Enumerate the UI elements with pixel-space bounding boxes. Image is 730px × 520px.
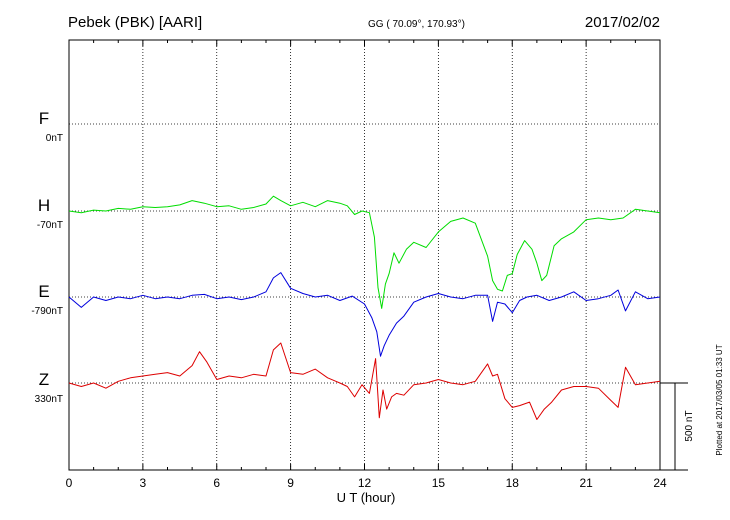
- series-lines: [68, 195, 661, 420]
- x-axis-ticks: 0 3 6 9 12 15 18 21 24: [66, 40, 667, 490]
- x-axis-title: U T (hour): [337, 490, 396, 505]
- x-tick-label-21: 21: [579, 476, 593, 490]
- channel-offset-z: 330nT: [35, 394, 63, 405]
- x-tick-label-6: 6: [213, 476, 220, 490]
- channel-label-z: Z: [39, 370, 49, 389]
- series-line-h: [68, 195, 661, 309]
- x-tick-label-0: 0: [66, 476, 73, 490]
- date-label: 2017/02/02: [585, 14, 660, 31]
- x-tick-label-12: 12: [358, 476, 372, 490]
- channel-offset-f: 0nT: [46, 133, 63, 144]
- geo-coordinates: GG ( 70.09°, 170.93°): [368, 19, 465, 30]
- channel-label-e: E: [38, 282, 49, 301]
- station-title: Pebek (PBK) [AARI]: [68, 14, 202, 31]
- plotted-timestamp: Plotted at 2017/03/05 01:33 UT: [715, 344, 724, 455]
- channel-label-f: F: [39, 109, 49, 128]
- grid-lines: [69, 40, 660, 470]
- series-line-e: [68, 272, 661, 357]
- x-tick-label-24: 24: [653, 476, 667, 490]
- channel-offset-h: -70nT: [37, 220, 63, 231]
- channel-offset-e: -790nT: [31, 306, 63, 317]
- channel-label-h: H: [38, 196, 50, 215]
- series-line-z: [68, 342, 661, 420]
- x-tick-label-9: 9: [287, 476, 294, 490]
- plot-frame: [68, 39, 661, 471]
- x-tick-label-3: 3: [140, 476, 147, 490]
- scale-bar-label: 500 nT: [684, 410, 695, 441]
- x-tick-label-18: 18: [506, 476, 520, 490]
- x-tick-label-15: 15: [432, 476, 446, 490]
